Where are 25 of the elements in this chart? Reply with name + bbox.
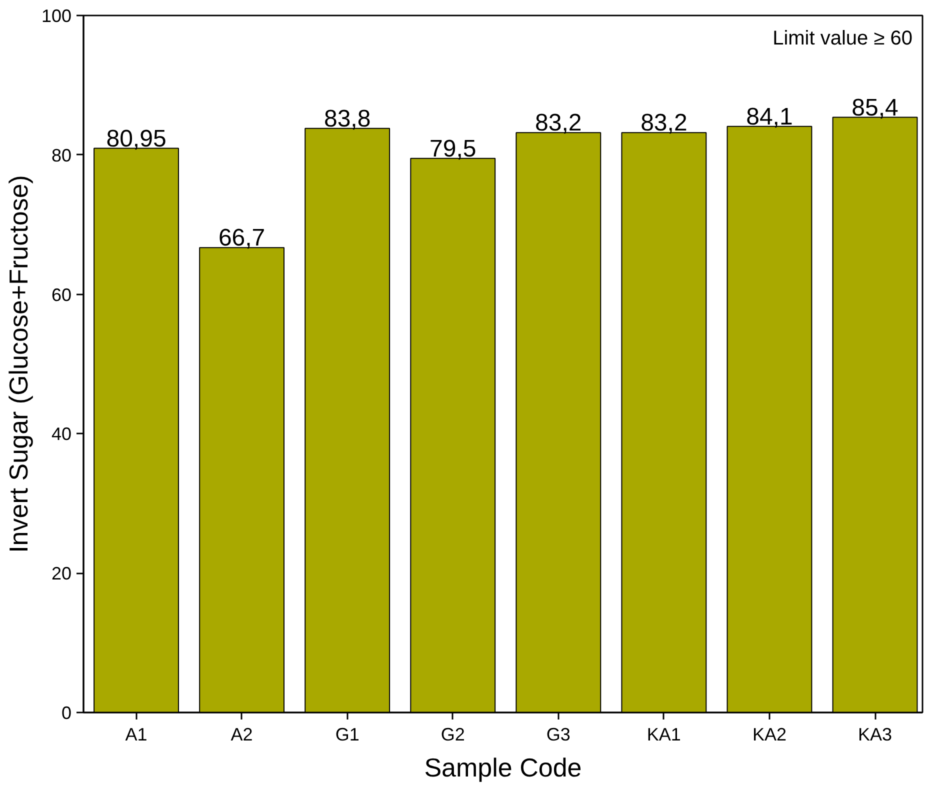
- x-tick-label: G2: [440, 724, 465, 744]
- x-tick-label: KA2: [752, 724, 786, 744]
- x-tick-label: A1: [125, 724, 148, 744]
- data-label: 66,7: [218, 224, 266, 252]
- data-label: 83,2: [640, 110, 688, 137]
- data-label: 83,2: [535, 110, 582, 137]
- x-tick-label: A2: [230, 724, 253, 744]
- annotation: Limit value ≥ 60: [772, 28, 913, 50]
- y-tick-label: 80: [51, 145, 72, 166]
- x-axis-title: Sample Code: [424, 752, 582, 782]
- x-tick-label: G3: [546, 724, 570, 744]
- y-tick-label: 40: [51, 424, 72, 444]
- y-tick-label: 0: [61, 703, 72, 723]
- data-label: 79,5: [430, 135, 476, 162]
- x-tick-label: KA3: [858, 724, 892, 744]
- data-label: 80,95: [106, 125, 166, 152]
- x-tick-label: KA1: [646, 724, 681, 744]
- data-label: 85,4: [852, 94, 898, 122]
- y-tick-label: 60: [51, 284, 72, 305]
- y-tick-label: 100: [41, 6, 72, 26]
- y-axis-title: Invert Sugar (Glucose+Fructose): [3, 175, 34, 553]
- data-label: 83,8: [324, 105, 371, 132]
- x-tick-label: G1: [335, 724, 360, 744]
- y-tick-label: 20: [51, 564, 72, 584]
- data-label: 84,1: [746, 103, 793, 130]
